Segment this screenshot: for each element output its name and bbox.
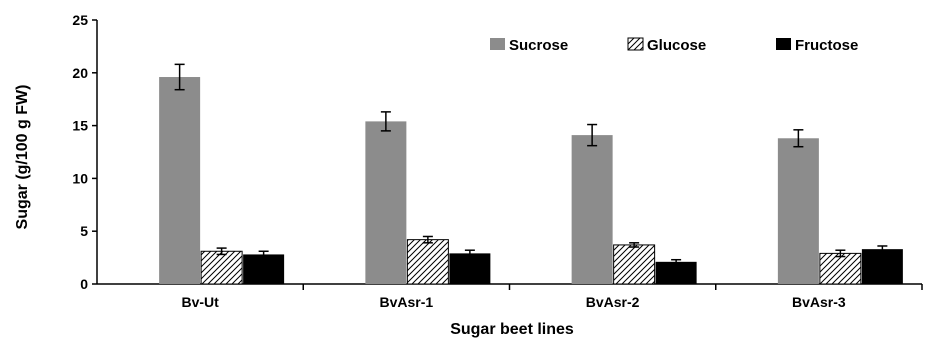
error-bar-glucose-bvasr-2 — [629, 242, 640, 248]
error-bar-fructose-bv-ut — [258, 250, 269, 259]
error-bar-fructose-bvasr-2 — [671, 258, 682, 265]
error-bar-glucose-bvasr-3 — [835, 249, 846, 258]
error-bar-fructose-bvasr-3 — [877, 245, 888, 254]
legend-label-glucose: Glucose — [647, 37, 706, 54]
y-tick-label: 15 — [72, 118, 88, 134]
bar-fructose-bv-ut — [243, 254, 285, 284]
error-bar-sucrose-bvasr-2 — [587, 123, 598, 147]
legend-swatch-sucrose — [490, 38, 505, 50]
bar-fructose-bvasr-2 — [655, 261, 697, 284]
error-bar-sucrose-bv-ut — [174, 63, 185, 91]
bar-glucose-bvasr-1 — [406, 239, 449, 285]
x-tick-label: Bv-Ut — [181, 294, 219, 310]
y-tick-label: 0 — [80, 276, 88, 292]
bar-sucrose-bv-ut — [159, 77, 201, 284]
error-bar-sucrose-bvasr-3 — [793, 129, 804, 148]
y-tick-label: 5 — [80, 223, 88, 239]
error-bar-fructose-bvasr-1 — [464, 249, 475, 258]
legend-swatch-fructose — [776, 38, 791, 50]
x-tick-label: BvAsr-3 — [792, 294, 846, 310]
x-axis-title: Sugar beet lines — [450, 321, 574, 338]
legend-label-fructose: Fructose — [795, 37, 858, 54]
x-tick-label: BvAsr-2 — [586, 294, 640, 310]
y-tick-label: 10 — [72, 170, 88, 186]
legend-label-sucrose: Sucrose — [509, 37, 568, 54]
bar-fructose-bvasr-3 — [861, 249, 903, 284]
error-bar-glucose-bv-ut — [216, 247, 227, 256]
y-axis-title: Sugar (g/100 g FW) — [14, 85, 31, 230]
legend: Sucrose Glucose Fructose — [490, 37, 858, 54]
bar-fructose-bvasr-1 — [449, 253, 491, 284]
x-tick-label: BvAsr-1 — [380, 294, 434, 310]
y-tick-label: 25 — [72, 12, 88, 28]
bar-glucose-bvasr-2 — [613, 244, 656, 285]
bar-sucrose-bvasr-2 — [571, 135, 613, 284]
legend-swatch-glucose — [627, 37, 644, 51]
bar-glucose-bvasr-3 — [819, 252, 862, 285]
bar-glucose-bv-ut — [200, 250, 243, 285]
plot-area: 0 5 10 15 20 25 Bv-Ut BvAsr-1 BvAsr-2 BvAsr-3 — [72, 12, 923, 310]
error-bar-glucose-bvasr-1 — [422, 235, 433, 244]
bar-sucrose-bvasr-3 — [777, 138, 819, 284]
bar-sucrose-bvasr-1 — [365, 121, 407, 284]
y-tick-label: 20 — [72, 65, 88, 81]
error-bar-sucrose-bvasr-1 — [380, 111, 391, 132]
